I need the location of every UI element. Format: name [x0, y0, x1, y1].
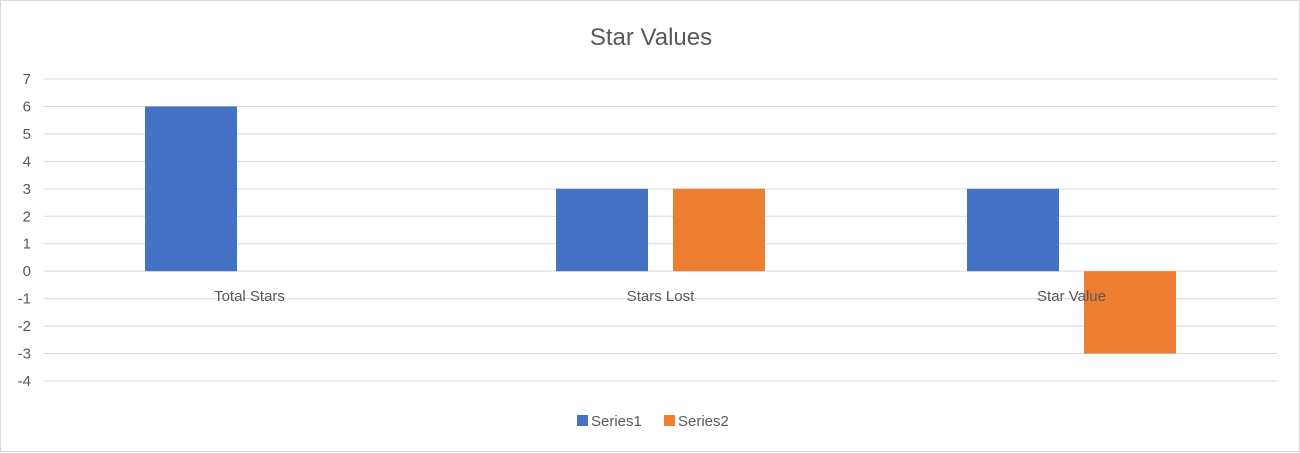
- category-labels: Total Stars Stars Lost Star Value: [214, 288, 1106, 305]
- category-label: Stars Lost: [627, 288, 695, 305]
- category-label: Total Stars: [214, 288, 285, 305]
- y-tick-label: 2: [23, 208, 31, 225]
- y-tick-label: -3: [18, 346, 31, 363]
- bars: [145, 106, 1176, 354]
- y-tick-label: 6: [23, 98, 31, 115]
- y-tick-label: 5: [23, 126, 31, 143]
- bar-series1-0: [145, 106, 237, 272]
- y-tick-label: -4: [18, 373, 31, 390]
- legend-label: Series2: [678, 413, 729, 430]
- y-tick-label: -1: [18, 291, 31, 308]
- y-tick-label: 1: [23, 236, 31, 253]
- y-tick-label: 0: [23, 263, 31, 280]
- legend: Series1 Series2: [577, 413, 729, 430]
- bar-series1-1: [556, 188, 648, 272]
- y-tick-label: 7: [23, 71, 31, 88]
- bar-series2-1: [673, 188, 765, 272]
- y-tick-label: -2: [18, 318, 31, 335]
- bar-series1-2: [967, 188, 1059, 272]
- bar-series2-2: [1084, 271, 1176, 354]
- y-axis-ticks: -4 -3 -2 -1 0 1 2 3 4 5 6 7: [18, 71, 31, 390]
- gridlines: [44, 78, 1277, 382]
- legend-swatch-series1: [577, 415, 588, 426]
- y-tick-label: 4: [23, 153, 31, 170]
- chart-title: Star Values: [590, 24, 712, 51]
- legend-label: Series1: [591, 413, 642, 430]
- category-label: Star Value: [1037, 288, 1106, 305]
- legend-swatch-series2: [664, 415, 675, 426]
- y-tick-label: 3: [23, 181, 31, 198]
